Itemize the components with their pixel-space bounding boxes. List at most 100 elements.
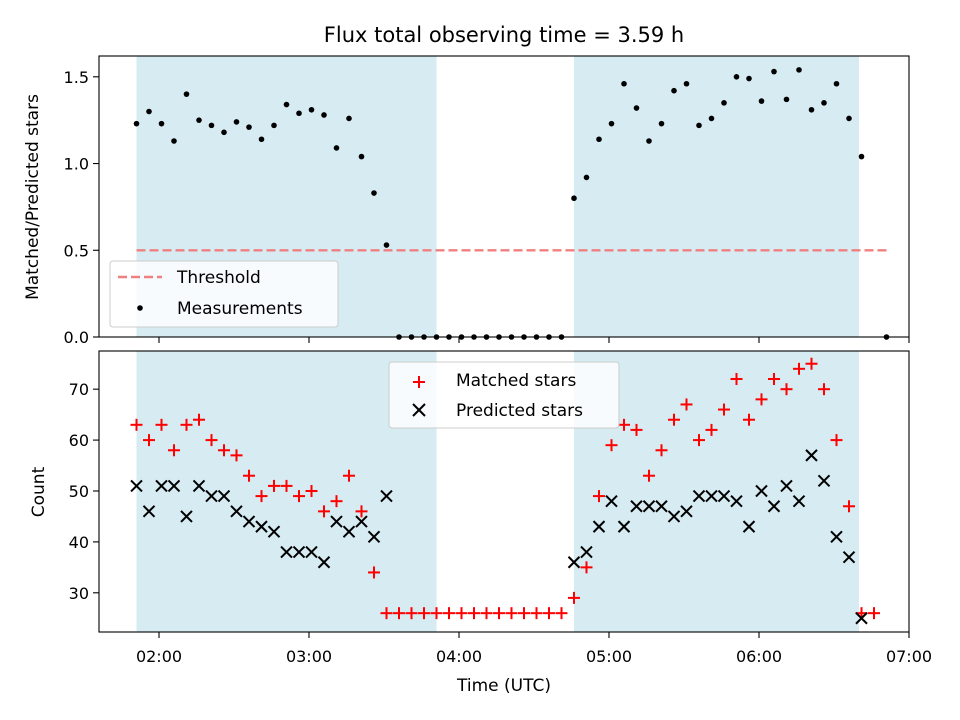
matched-stars-point [418,607,430,620]
matched-stars-point [318,505,330,518]
matched-stars-point [368,566,380,579]
predicted-stars-point [255,520,268,533]
measurement-point [333,145,340,151]
matched-stars-point [505,607,518,620]
predicted-marker-b [330,515,343,528]
measurement-point [383,242,390,248]
top-y-axis: 0.0 0.5 1.0 1.5 [64,68,99,347]
bottom-y-axis: 30 40 50 60 70 [69,380,99,603]
predicted-stars-point [755,484,768,498]
matched-stars-point [680,398,693,411]
shaded-interval-1 [574,56,859,337]
predicted-stars-point [205,489,218,503]
matched-stars-point [255,490,268,503]
y-tick-label: 0.0 [64,328,89,347]
measurement-point [283,101,290,108]
y-tick-label: 70 [69,380,89,399]
matched-stars-point [643,469,655,482]
measurement-point [221,129,227,136]
measurement-point [346,115,352,122]
predicted-stars-point [630,500,643,513]
predicted-marker-b [617,520,631,533]
predicted-stars-point [217,489,231,503]
predicted-marker-b [680,505,693,518]
matched-stars-point [305,484,318,497]
measurement-point [258,136,265,143]
predicted-marker-b [755,484,768,498]
predicted-marker-b [730,494,743,508]
matched-stars-point [580,561,593,574]
matched-stars-point [618,418,630,431]
predicted-marker-b [717,489,731,503]
predicted-marker-b [230,505,243,518]
matched-stars-point [468,607,480,620]
predicted-marker-b [267,525,281,538]
predicted-stars-point [605,494,618,508]
predicted-stars-point [730,494,743,508]
matched-stars-point [330,495,343,508]
matched-stars-point [168,444,180,457]
measurement-point [746,75,752,82]
matched-stars-point [818,383,830,396]
predicted-marker-b [292,545,306,559]
measurement-point [271,122,277,129]
predicted-marker-b [280,545,293,559]
predicted-marker-b [580,545,593,559]
predicted-stars-point [280,545,293,559]
predicted-stars-point [155,479,168,493]
matched-stars-point [430,607,443,620]
predicted-stars-point [367,530,381,544]
bottom-x-axis: 02:00 03:00 04:00 05:00 06:00 07:00 [136,632,932,666]
legend-predicted-label: Predicted stars [456,401,583,421]
matched-stars-point [718,403,730,416]
predicted-marker-b [792,494,806,508]
matched-stars-point [655,444,668,457]
predicted-marker-b [255,520,268,533]
predicted-marker-b [605,494,618,508]
predicted-stars-point [742,520,756,533]
measurement-point [733,74,740,80]
measurement-point [133,120,140,127]
predicted-stars-point [780,479,793,493]
y-tick-label: 0.5 [64,241,89,260]
matched-stars-point [218,444,230,457]
matched-stars-point [405,607,418,620]
measurement-point [146,108,152,115]
legend-measurements-swatch [137,305,143,311]
matched-stars-point [193,413,205,426]
matched-stars-point [568,591,580,604]
top-legend: Threshold Measurements [109,260,339,328]
x-tick-label: 06:00 [736,647,782,666]
predicted-stars-point [355,515,368,528]
predicted-stars-point [580,545,593,559]
predicted-marker-b [217,489,231,503]
matched-stars-point [293,490,305,503]
matched-stars-point [130,418,143,431]
predicted-stars-point [380,489,393,503]
predicted-stars-point [267,525,281,538]
predicted-stars-point [705,489,718,503]
bottom-legend: Matched stars Predicted stars [388,361,620,429]
measurement-point [371,190,377,196]
matched-stars-point [518,607,530,620]
measurement-point [821,100,827,106]
predicted-marker-b [767,500,781,513]
predicted-stars-point [692,489,706,503]
matched-stars-point [530,607,543,620]
measurement-point [208,122,215,129]
measurement-point [196,117,202,123]
x-tick-label: 05:00 [586,647,632,666]
matched-stars-point [455,607,468,620]
predicted-marker-b [780,479,793,493]
legend-matched-swatch [413,376,425,388]
measurement-point [783,96,790,103]
bottom-legend-box [388,361,620,429]
measurement-point [158,120,165,127]
measurement-point [721,100,727,106]
measurement-point [846,115,852,122]
measurement-point [633,105,640,111]
predicted-stars-series [130,449,868,625]
predicted-marker-b [742,520,756,533]
predicted-stars-point [855,612,868,625]
